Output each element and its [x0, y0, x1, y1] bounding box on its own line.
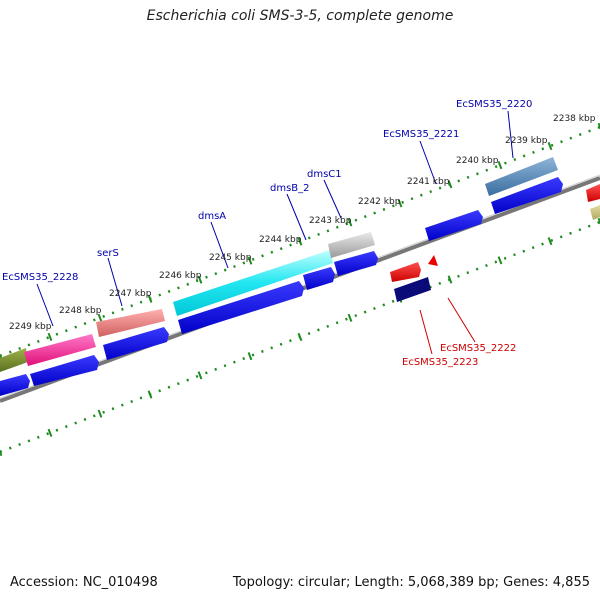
reverse-gene-red[interactable]: [390, 262, 421, 282]
kbp-label: 2249 kbp: [9, 322, 52, 332]
gene-label-dmsb-2[interactable]: dmsB_2: [270, 183, 310, 194]
kbp-label: 2247 kbp: [109, 289, 152, 299]
inner-major-tick: [447, 275, 453, 284]
kbp-major-tick: [447, 180, 453, 189]
kbp-label: 2246 kbp: [159, 271, 202, 281]
inner-major-tick: [197, 371, 203, 380]
cds-arrow[interactable]: [0, 374, 30, 396]
kbp-label: 2238 kbp: [553, 114, 596, 124]
kbp-label: 2242 kbp: [358, 197, 401, 207]
inner-major-tick: [497, 256, 503, 265]
reverse-gene-navy[interactable]: [394, 277, 431, 302]
gene-bar-gray[interactable]: [328, 232, 375, 258]
inner-major-tick: [47, 428, 53, 437]
gene-label-dmsc1[interactable]: dmsC1: [307, 169, 342, 180]
kbp-label: 2248 kbp: [59, 306, 102, 316]
gene-label-ecsms35-2223[interactable]: EcSMS35_2223: [402, 357, 478, 368]
kbp-label: 2241 kbp: [407, 177, 450, 187]
genome-summary-text: Topology: circular; Length: 5,068,389 bp…: [232, 575, 590, 590]
cds-arrow[interactable]: [425, 210, 483, 241]
kbp-major-tick: [97, 313, 103, 322]
accession-text: Accession: NC_010498: [10, 575, 158, 590]
gene-label-leaders: [36, 110, 514, 355]
gene-label-ecsms35-2220[interactable]: EcSMS35_2220: [456, 99, 532, 110]
inner-major-tick: [297, 332, 303, 342]
gene-bar-magenta[interactable]: [24, 334, 96, 366]
gene-bar-steel[interactable]: [485, 157, 558, 196]
cds-arrow[interactable]: [334, 251, 378, 276]
inner-major-tick: [97, 409, 103, 418]
map-title: Escherichia coli SMS-3-5, complete genom…: [146, 8, 454, 24]
cds-arrow[interactable]: [491, 177, 563, 214]
inner-major-tick: [147, 390, 153, 399]
kbp-label: 2244 kbp: [259, 235, 302, 245]
gene-label-dmsa[interactable]: dmsA: [198, 211, 226, 222]
cds-arrow[interactable]: [30, 355, 99, 386]
reverse-gene-red-small[interactable]: [428, 255, 438, 266]
gene-bar-cyan[interactable]: [173, 250, 333, 316]
gene-label-ecsms35-2228[interactable]: EcSMS35_2228: [2, 272, 78, 283]
gene-label-ecsms35-2222[interactable]: EcSMS35_2222: [440, 343, 516, 354]
gene-bar-olive[interactable]: [0, 348, 28, 372]
gene-bar-khaki-edge[interactable]: [590, 205, 600, 220]
gene-bar-salmon[interactable]: [96, 309, 165, 337]
kbp-major-tick: [497, 161, 503, 170]
kbp-major-tick: [247, 256, 253, 265]
cds-arrow[interactable]: [178, 281, 304, 334]
kbp-major-tick: [147, 294, 153, 303]
gene-label-ecsms35-2221[interactable]: EcSMS35_2221: [383, 129, 459, 140]
inner-major-tick: [597, 217, 600, 225]
gene-label-sers[interactable]: serS: [97, 248, 119, 259]
kbp-label: 2239 kbp: [505, 136, 548, 146]
inner-major-tick: [0, 449, 3, 457]
cds-arrow[interactable]: [103, 327, 169, 360]
kbp-label: 2240 kbp: [456, 156, 499, 166]
inner-major-tick: [547, 237, 553, 246]
gene-labels: EcSMS35_2220 EcSMS35_2221 dmsC1 dmsB_2 d…: [2, 99, 532, 368]
inner-major-tick: [247, 352, 253, 361]
kbp-major-tick: [47, 332, 53, 342]
kbp-major-tick: [197, 275, 203, 284]
inner-major-ticks: [0, 217, 600, 457]
kbp-major-tick: [297, 237, 303, 246]
gene-bar-red-edge[interactable]: [586, 184, 600, 202]
kbp-major-tick: [397, 199, 403, 208]
cds-arrow[interactable]: [303, 267, 335, 290]
kbp-label: 2245 kbp: [209, 253, 252, 263]
kbp-major-tick: [597, 122, 600, 130]
kbp-label: 2243 kbp: [309, 216, 352, 226]
inner-major-tick: [347, 313, 353, 322]
kbp-tick-labels: 2238 kbp 2239 kbp 2240 kbp 2241 kbp 2242…: [9, 114, 596, 332]
kbp-major-tick: [547, 141, 553, 151]
kbp-major-tick: [347, 218, 353, 227]
